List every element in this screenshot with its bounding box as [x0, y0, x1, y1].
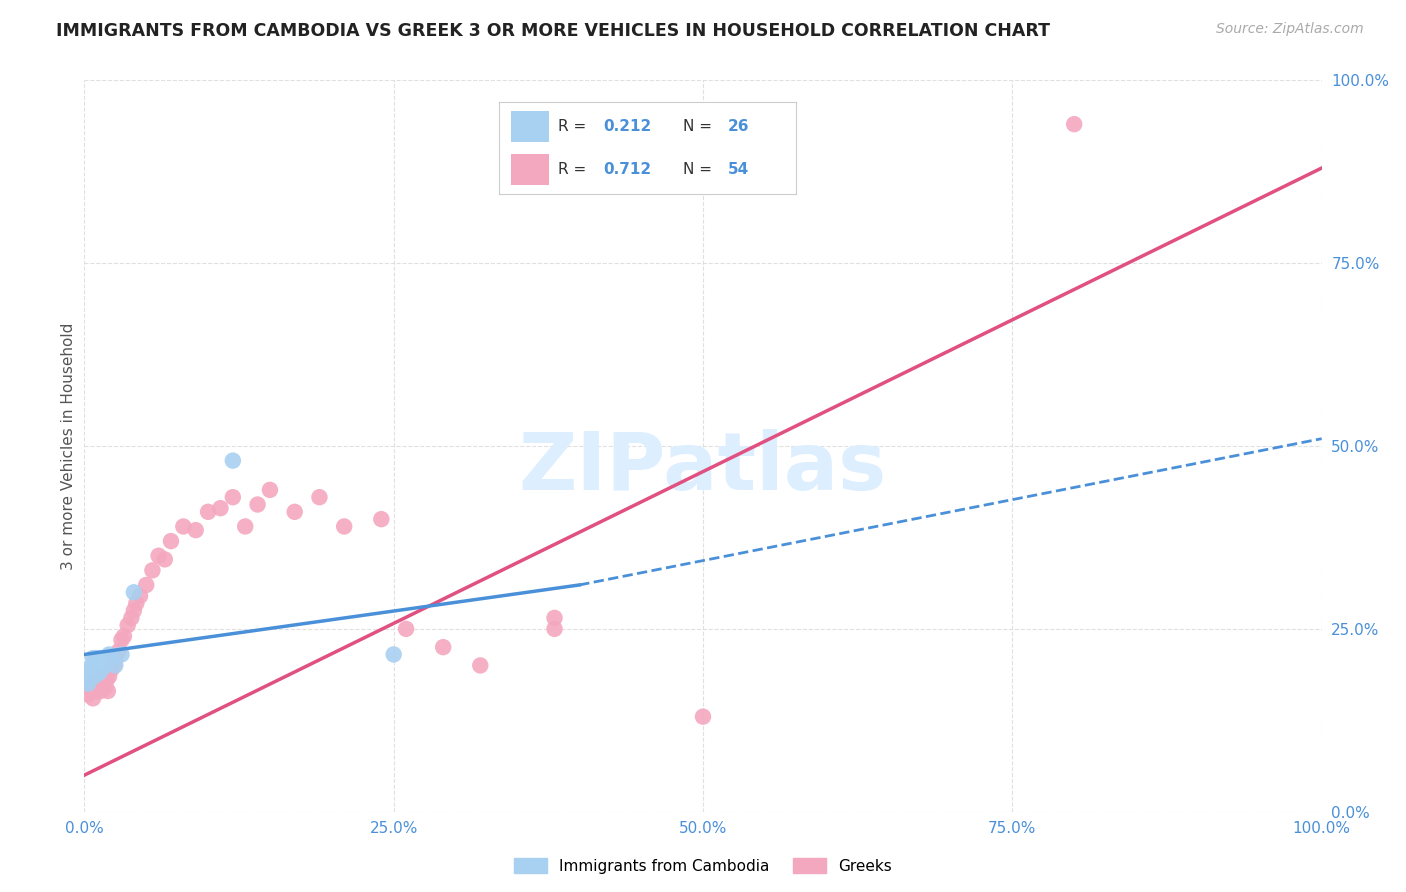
Text: Source: ZipAtlas.com: Source: ZipAtlas.com: [1216, 22, 1364, 37]
Point: [89, 676, 111, 690]
Point: [110, 632, 132, 647]
Point: [233, 519, 256, 533]
Point: [222, 490, 245, 504]
Point: [153, 552, 176, 566]
Point: [284, 505, 307, 519]
Point: [104, 651, 127, 665]
Point: [103, 658, 125, 673]
Point: [91, 669, 114, 683]
Point: [80, 658, 103, 673]
Point: [98, 648, 121, 662]
Point: [90, 676, 112, 690]
Point: [93, 655, 115, 669]
Point: [104, 658, 127, 673]
Point: [79, 681, 101, 695]
Point: [172, 519, 194, 533]
Point: [160, 534, 183, 549]
Point: [100, 662, 122, 676]
Point: [470, 658, 492, 673]
Point: [90, 662, 112, 676]
Point: [259, 483, 281, 497]
Point: [333, 519, 356, 533]
Point: [117, 618, 139, 632]
Point: [141, 563, 163, 577]
Point: [87, 681, 110, 695]
Point: [692, 709, 714, 723]
Point: [395, 622, 418, 636]
Point: [98, 669, 121, 683]
Point: [94, 658, 117, 673]
Point: [100, 651, 122, 665]
Legend: Immigrants from Cambodia, Greeks: Immigrants from Cambodia, Greeks: [508, 852, 898, 880]
Point: [543, 611, 565, 625]
Point: [89, 651, 111, 665]
Point: [246, 498, 269, 512]
Point: [89, 665, 111, 680]
Point: [84, 658, 107, 673]
Point: [79, 676, 101, 690]
Point: [87, 655, 110, 669]
Point: [122, 603, 145, 617]
Point: [94, 681, 117, 695]
Point: [382, 648, 405, 662]
Point: [77, 676, 100, 690]
Point: [80, 684, 103, 698]
Point: [543, 622, 565, 636]
Point: [108, 644, 131, 658]
Point: [86, 673, 108, 687]
Point: [120, 611, 142, 625]
Point: [80, 662, 103, 676]
Point: [82, 676, 104, 690]
Point: [1063, 117, 1085, 131]
Point: [82, 651, 104, 665]
Point: [370, 512, 392, 526]
Point: [79, 673, 101, 687]
Point: [148, 549, 170, 563]
Point: [432, 640, 454, 655]
Point: [122, 585, 145, 599]
Point: [97, 684, 120, 698]
Point: [91, 651, 114, 665]
Point: [86, 662, 108, 676]
Point: [135, 578, 157, 592]
Point: [112, 629, 135, 643]
Point: [222, 453, 245, 467]
Text: IMMIGRANTS FROM CAMBODIA VS GREEK 3 OR MORE VEHICLES IN HOUSEHOLD CORRELATION CH: IMMIGRANTS FROM CAMBODIA VS GREEK 3 OR M…: [56, 22, 1050, 40]
Point: [84, 684, 107, 698]
Point: [184, 523, 207, 537]
Point: [93, 676, 115, 690]
Point: [83, 681, 105, 695]
Point: [89, 684, 111, 698]
Point: [197, 505, 219, 519]
Point: [96, 673, 118, 687]
Point: [308, 490, 330, 504]
Point: [77, 688, 100, 702]
Text: ZIPatlas: ZIPatlas: [519, 429, 887, 507]
Point: [129, 589, 152, 603]
Point: [86, 651, 108, 665]
Point: [96, 651, 118, 665]
Point: [209, 501, 232, 516]
Point: [110, 648, 132, 662]
Point: [82, 665, 104, 680]
Point: [79, 669, 101, 683]
Point: [83, 669, 105, 683]
Y-axis label: 3 or more Vehicles in Household: 3 or more Vehicles in Household: [60, 322, 76, 570]
Point: [82, 691, 104, 706]
Point: [125, 596, 148, 610]
